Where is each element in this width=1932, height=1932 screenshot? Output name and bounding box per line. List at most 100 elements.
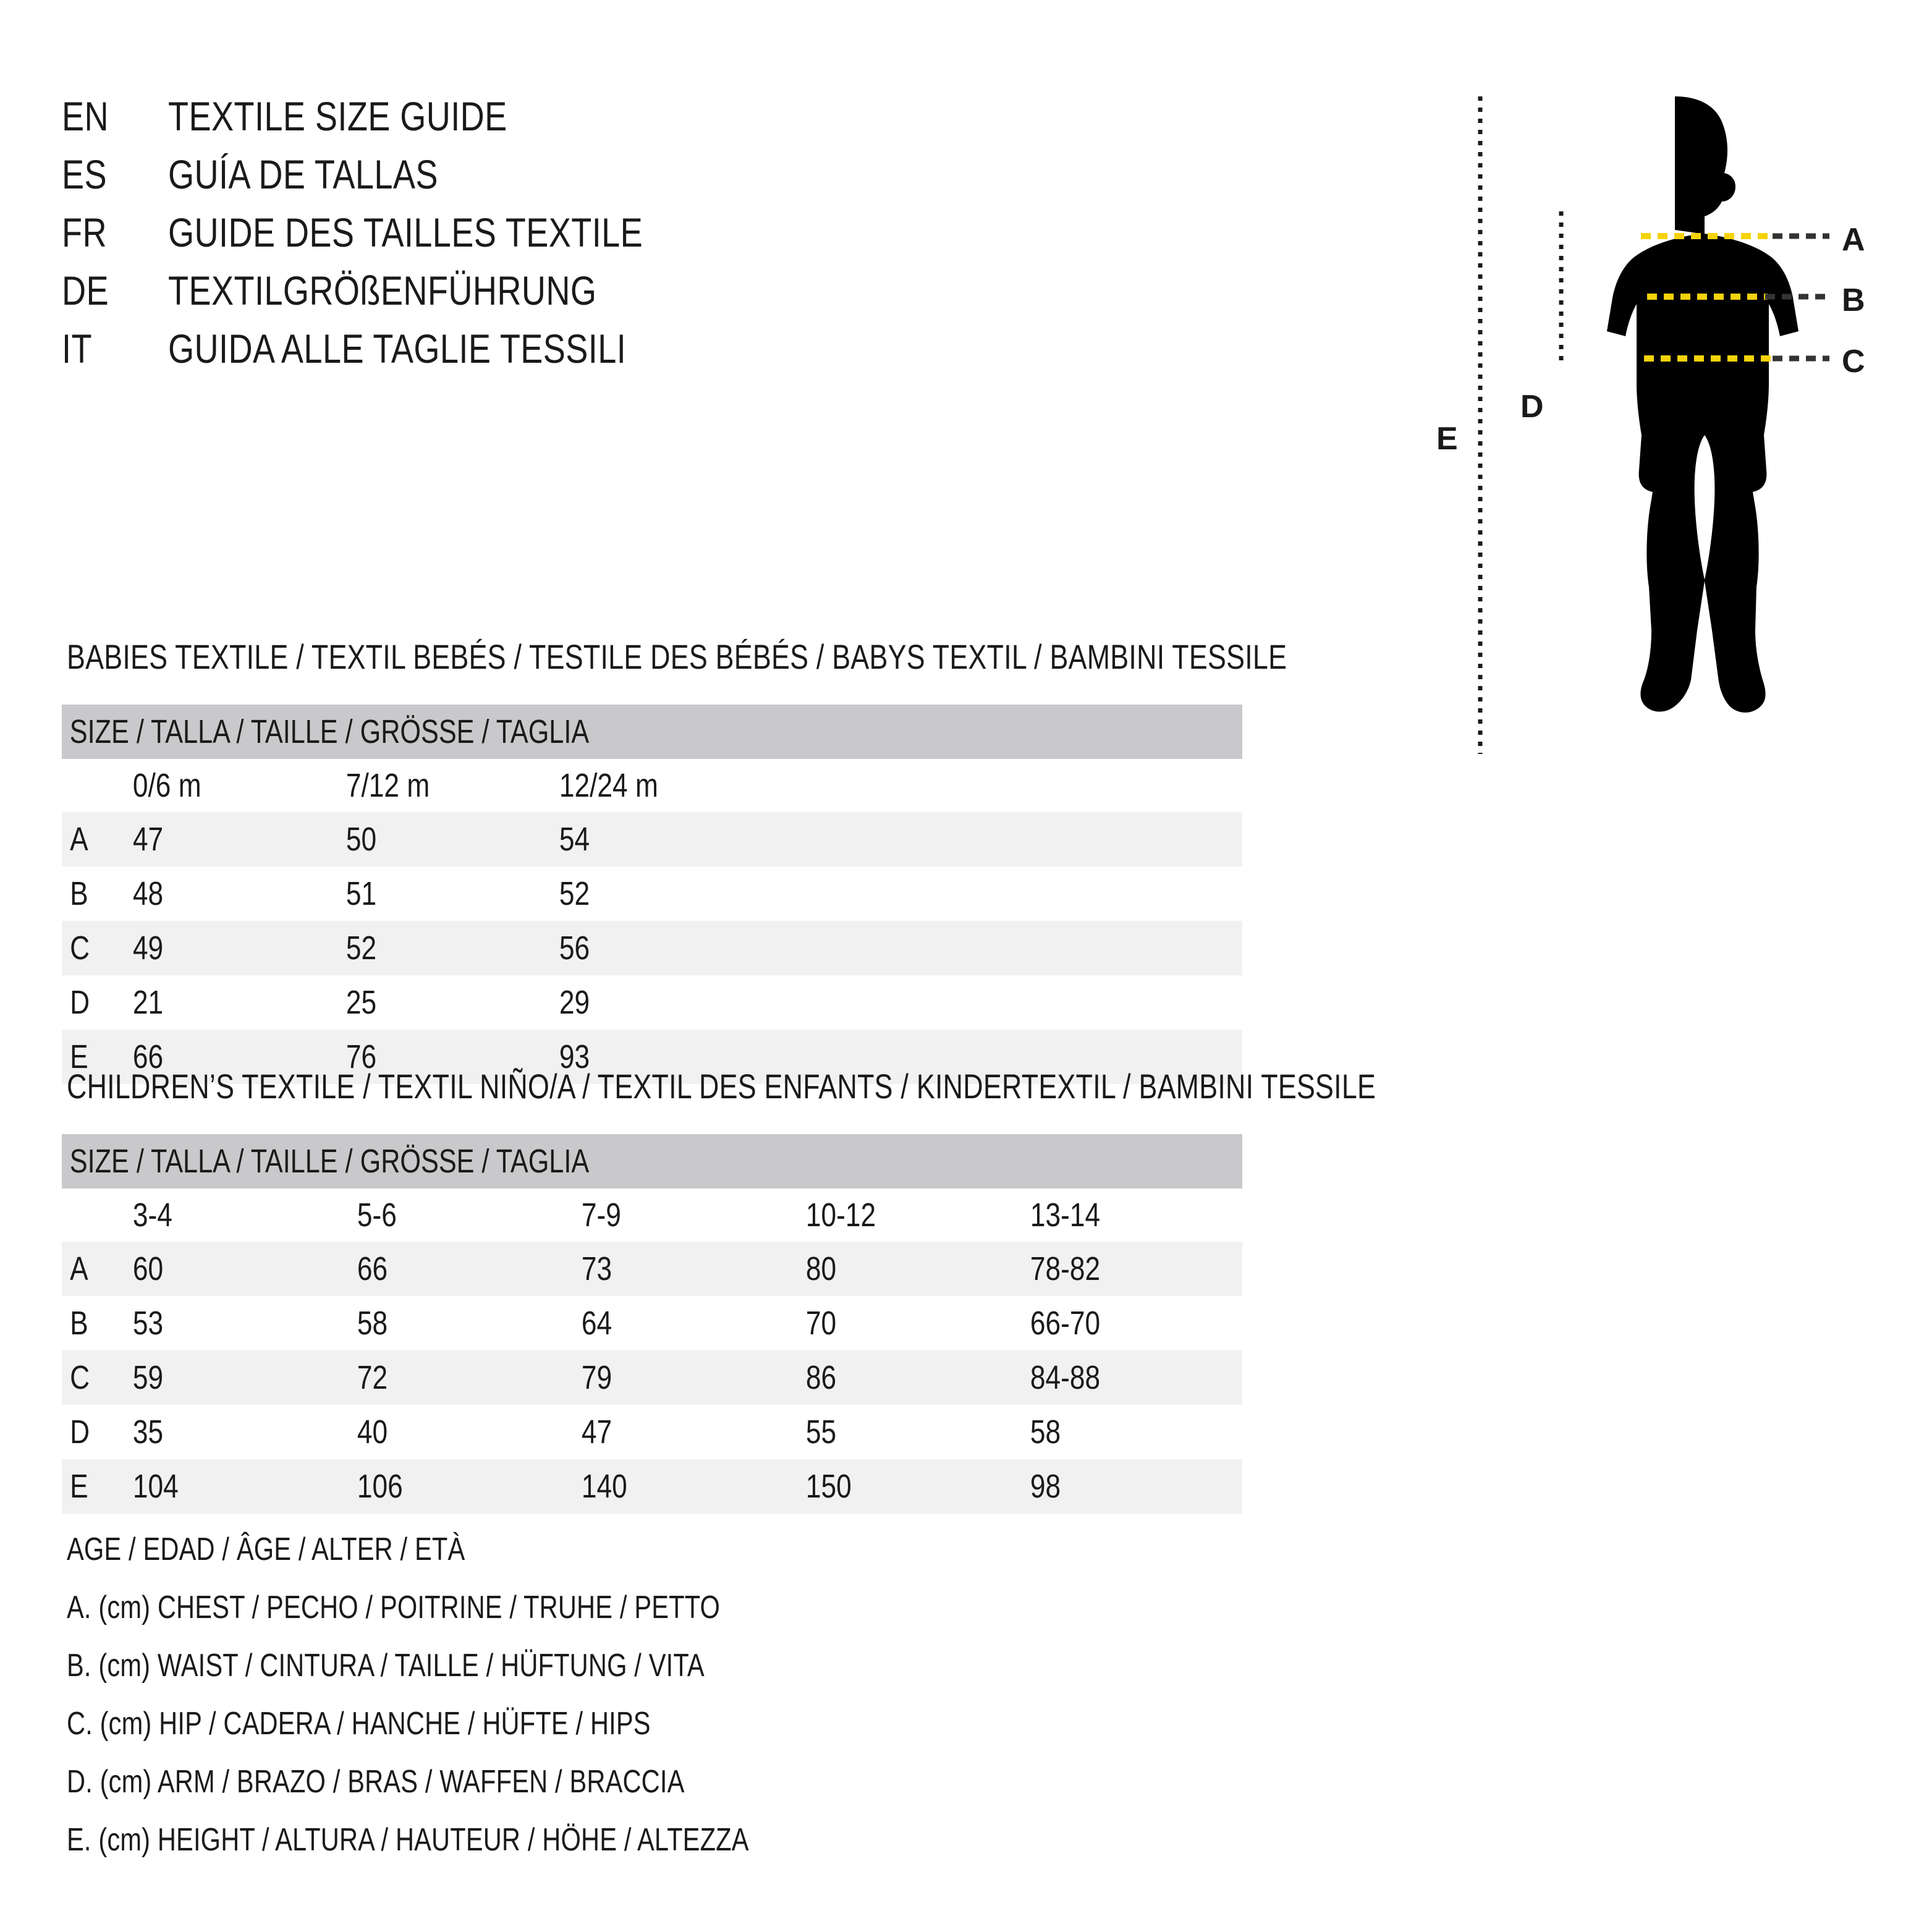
babies-cell-c-2: 56 — [559, 930, 590, 967]
measurement-figure-panel: E D A B C — [1409, 74, 1904, 760]
figure-label-d: D — [1520, 389, 1544, 425]
babies-cell-b-1: 51 — [345, 875, 377, 912]
babies-cell-a-0: 47 — [132, 821, 164, 858]
babies-cell-e-2: 93 — [559, 1038, 590, 1075]
children-cell-a-2: 73 — [581, 1250, 612, 1287]
legend-line-c-hip: C. (cm) HIP / CADERA / HANCHE / HÜFTE / … — [67, 1706, 651, 1742]
children-size-table: SIZE / TALLA / TAILLE / GRÖSSE / TAGLIA … — [62, 1134, 1242, 1514]
children-cell-b-0: 53 — [132, 1305, 164, 1342]
title-text-fr: GUIDE DES TAILLES TEXTILE — [168, 210, 643, 255]
babies-col-header-0: 0/6 m — [132, 767, 201, 804]
babies-cell-e-0: 66 — [132, 1038, 164, 1075]
children-cell-d-2: 47 — [581, 1413, 612, 1451]
children-cell-e-4: 98 — [1030, 1468, 1061, 1505]
children-row-label-a: A — [70, 1250, 88, 1287]
title-block: EN TEXTILE SIZE GUIDE ES GUÍA DE TALLAS … — [62, 93, 927, 383]
children-cell-b-3: 70 — [805, 1305, 837, 1342]
babies-column-header-row: 0/6 m 7/12 m 12/24 m — [62, 759, 1242, 812]
legend-line-a-chest: A. (cm) CHEST / PECHO / POITRINE / TRUHE… — [67, 1590, 721, 1625]
table-row: A 60 66 73 80 78-82 — [62, 1242, 1242, 1296]
children-size-band: SIZE / TALLA / TAILLE / GRÖSSE / TAGLIA — [62, 1134, 1242, 1188]
children-cell-d-4: 58 — [1030, 1413, 1061, 1451]
babies-row-label-a: A — [70, 821, 88, 858]
figure-label-e: E — [1436, 421, 1458, 457]
table-row: B 48 51 52 — [62, 866, 1242, 921]
legend-line-b-waist: B. (cm) WAIST / CINTURA / TAILLE / HÜFTU… — [67, 1648, 705, 1684]
title-lang-fr: FR — [62, 210, 107, 255]
table-row: C 59 72 79 86 84-88 — [62, 1350, 1242, 1405]
children-cell-c-3: 86 — [805, 1359, 837, 1396]
children-col-header-2: 7-9 — [581, 1197, 621, 1234]
babies-size-band-label: SIZE / TALLA / TAILLE / GRÖSSE / TAGLIA — [69, 713, 590, 750]
children-row-label-c: C — [70, 1359, 90, 1396]
children-cell-b-2: 64 — [581, 1305, 612, 1342]
babies-cell-a-1: 50 — [345, 821, 377, 858]
measurement-legend: AGE / EDAD / ÂGE / ALTER / ETÀ A. (cm) C… — [67, 1520, 1117, 1869]
babies-col-header-1: 7/12 m — [345, 767, 430, 804]
children-cell-c-0: 59 — [132, 1359, 164, 1396]
babies-row-label-e: E — [70, 1038, 88, 1075]
title-lang-en: EN — [62, 93, 109, 139]
figure-label-b: B — [1842, 282, 1865, 318]
children-cell-a-1: 66 — [357, 1250, 388, 1287]
table-row: D 35 40 47 55 58 — [62, 1405, 1242, 1459]
children-cell-b-1: 58 — [357, 1305, 388, 1342]
children-column-header-row: 3-4 5-6 7-9 10-12 13-14 — [62, 1188, 1242, 1242]
legend-line-age: AGE / EDAD / ÂGE / ALTER / ETÀ — [67, 1532, 465, 1567]
title-text-es: GUÍA DE TALLAS — [168, 151, 438, 197]
table-row: B 53 58 64 70 66-70 — [62, 1296, 1242, 1350]
babies-size-table: SIZE / TALLA / TAILLE / GRÖSSE / TAGLIA … — [62, 705, 1242, 1084]
table-row: E 104 106 140 150 98 — [62, 1459, 1242, 1514]
title-row: DE TEXTILGRÖßENFÜHRUNG — [62, 267, 927, 325]
title-row: IT GUIDA ALLE TAGLIE TESSILI — [62, 325, 927, 383]
babies-size-band: SIZE / TALLA / TAILLE / GRÖSSE / TAGLIA — [62, 705, 1242, 759]
babies-cell-c-1: 52 — [345, 930, 377, 967]
babies-cell-b-0: 48 — [132, 875, 164, 912]
children-cell-a-3: 80 — [805, 1250, 837, 1287]
babies-row-label-d: D — [70, 984, 90, 1021]
children-cell-d-0: 35 — [132, 1413, 164, 1451]
title-text-de: TEXTILGRÖßENFÜHRUNG — [168, 268, 597, 313]
children-col-header-4: 13-14 — [1030, 1197, 1101, 1234]
children-cell-b-4: 66-70 — [1030, 1305, 1101, 1342]
children-cell-e-1: 106 — [357, 1468, 403, 1505]
children-cell-c-4: 84-88 — [1030, 1359, 1101, 1396]
children-cell-e-0: 104 — [132, 1468, 179, 1505]
title-row: ES GUÍA DE TALLAS — [62, 151, 927, 209]
title-lang-es: ES — [62, 151, 108, 197]
children-cell-a-0: 60 — [132, 1250, 164, 1287]
children-cell-d-3: 55 — [805, 1413, 837, 1451]
babies-cell-e-1: 76 — [345, 1038, 377, 1075]
children-size-band-label: SIZE / TALLA / TAILLE / GRÖSSE / TAGLIA — [69, 1143, 590, 1180]
title-row: FR GUIDE DES TAILLES TEXTILE — [62, 209, 927, 267]
table-row: C 49 52 56 — [62, 921, 1242, 975]
babies-row-label-c: C — [70, 930, 90, 967]
children-cell-c-1: 72 — [357, 1359, 388, 1396]
children-cell-e-2: 140 — [581, 1468, 627, 1505]
child-silhouette — [1607, 96, 1799, 713]
figure-label-a: A — [1842, 222, 1865, 258]
babies-cell-b-2: 52 — [559, 875, 590, 912]
babies-cell-d-0: 21 — [132, 984, 164, 1021]
child-silhouette-diagram — [1478, 96, 1829, 754]
title-row: EN TEXTILE SIZE GUIDE — [62, 93, 927, 151]
babies-cell-a-2: 54 — [559, 821, 590, 858]
children-col-header-3: 10-12 — [805, 1197, 876, 1234]
children-col-header-1: 5-6 — [357, 1197, 397, 1234]
babies-section-heading: BABIES TEXTILE / TEXTIL BEBÉS / TESTILE … — [67, 637, 1287, 676]
children-row-label-d: D — [70, 1413, 90, 1451]
children-cell-e-3: 150 — [805, 1468, 852, 1505]
babies-col-header-2: 12/24 m — [559, 767, 658, 804]
title-text-en: TEXTILE SIZE GUIDE — [168, 93, 507, 139]
children-col-header-0: 3-4 — [132, 1197, 172, 1234]
children-cell-c-2: 79 — [581, 1359, 612, 1396]
title-lang-it: IT — [62, 326, 92, 371]
children-row-label-b: B — [70, 1305, 88, 1342]
figure-label-c: C — [1842, 344, 1865, 379]
babies-cell-c-0: 49 — [132, 930, 164, 967]
legend-line-d-arm: D. (cm) ARM / BRAZO / BRAS / WAFFEN / BR… — [67, 1764, 685, 1800]
babies-cell-d-1: 25 — [345, 984, 377, 1021]
babies-cell-d-2: 29 — [559, 984, 590, 1021]
children-cell-d-1: 40 — [357, 1413, 388, 1451]
table-row: A 47 50 54 — [62, 812, 1242, 866]
